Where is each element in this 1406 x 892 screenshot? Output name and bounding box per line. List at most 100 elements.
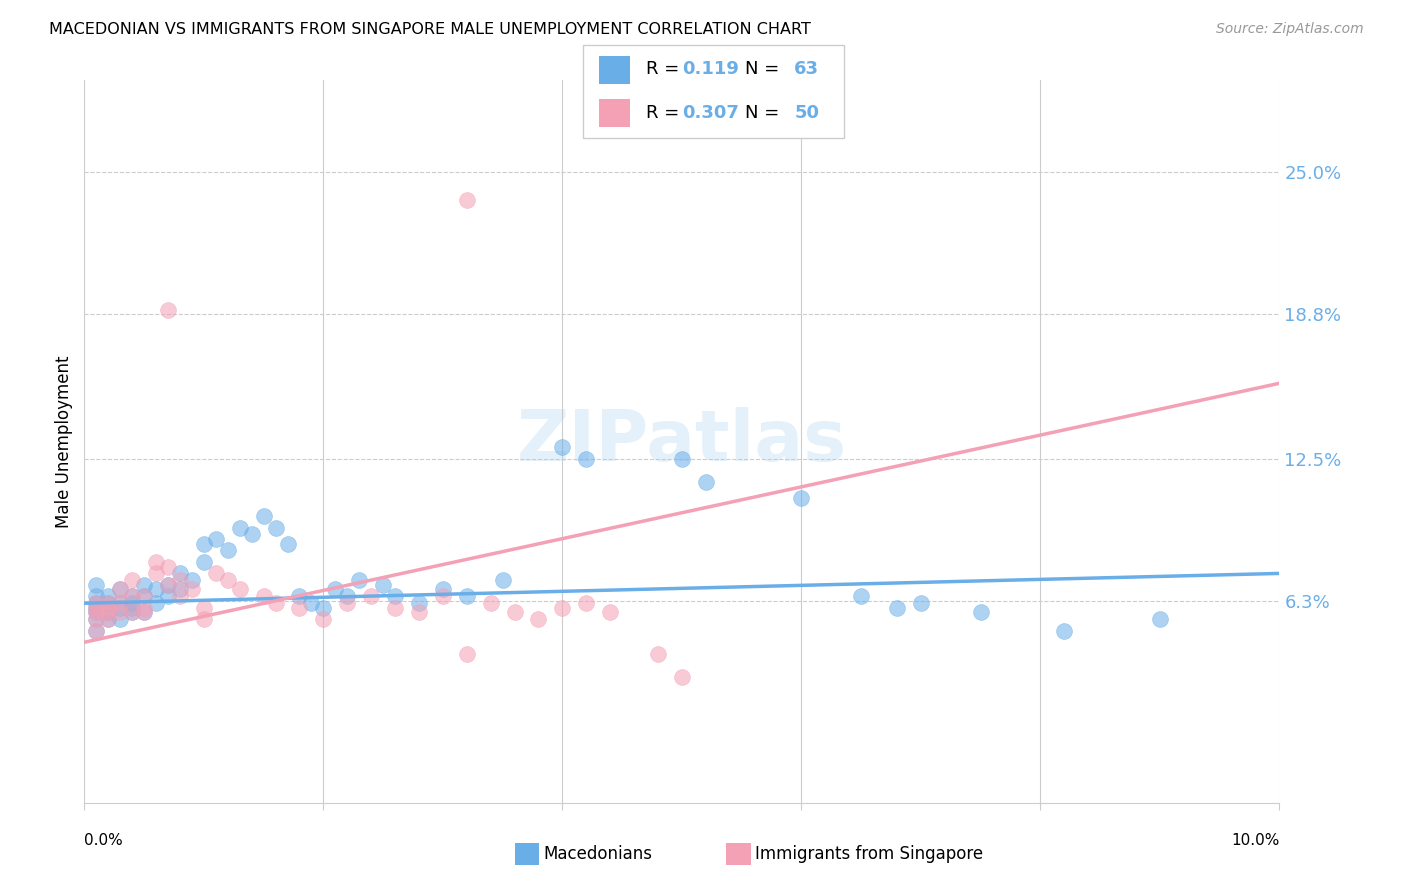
- Point: [253, 590, 276, 604]
- Point: [86, 600, 108, 615]
- Point: [288, 590, 311, 604]
- Bar: [599, 56, 630, 84]
- Point: [86, 612, 108, 626]
- Text: 10.0%: 10.0%: [1232, 833, 1279, 848]
- Text: 0.119: 0.119: [682, 61, 740, 78]
- Point: [205, 532, 228, 546]
- Point: [121, 596, 143, 610]
- Point: [97, 612, 120, 626]
- Text: ZIPatlas: ZIPatlas: [517, 407, 846, 476]
- Point: [349, 574, 371, 588]
- Bar: [599, 99, 630, 127]
- Point: [193, 600, 215, 615]
- Point: [288, 600, 311, 615]
- Point: [97, 600, 120, 615]
- Text: 63: 63: [794, 61, 820, 78]
- Point: [145, 596, 167, 610]
- Point: [336, 596, 359, 610]
- Point: [121, 600, 143, 615]
- Point: [217, 543, 239, 558]
- Point: [408, 606, 430, 620]
- Bar: [725, 843, 751, 865]
- Point: [575, 451, 598, 466]
- Point: [121, 590, 143, 604]
- Point: [193, 536, 215, 550]
- Point: [121, 606, 143, 620]
- Point: [527, 612, 550, 626]
- Point: [86, 624, 108, 638]
- Point: [492, 574, 515, 588]
- Text: N =: N =: [745, 61, 785, 78]
- Text: 0.307: 0.307: [682, 104, 740, 122]
- Point: [86, 590, 108, 604]
- Point: [86, 624, 108, 638]
- Text: Immigrants from Singapore: Immigrants from Singapore: [755, 845, 983, 863]
- Point: [86, 606, 108, 620]
- Point: [228, 520, 252, 534]
- Point: [157, 559, 180, 574]
- Point: [145, 555, 167, 569]
- Point: [1053, 624, 1076, 638]
- Point: [145, 582, 167, 597]
- Point: [110, 606, 132, 620]
- Point: [132, 606, 156, 620]
- Point: [132, 590, 156, 604]
- Point: [132, 600, 156, 615]
- Point: [121, 574, 143, 588]
- Point: [110, 600, 132, 615]
- Point: [181, 574, 204, 588]
- Text: MACEDONIAN VS IMMIGRANTS FROM SINGAPORE MALE UNEMPLOYMENT CORRELATION CHART: MACEDONIAN VS IMMIGRANTS FROM SINGAPORE …: [49, 22, 811, 37]
- Point: [851, 590, 873, 604]
- Point: [647, 647, 669, 661]
- FancyBboxPatch shape: [583, 45, 844, 138]
- Point: [132, 590, 156, 604]
- Point: [384, 590, 406, 604]
- Point: [551, 600, 574, 615]
- Bar: [515, 843, 540, 865]
- Point: [456, 647, 478, 661]
- Text: R =: R =: [645, 104, 685, 122]
- Text: Macedonians: Macedonians: [544, 845, 652, 863]
- Point: [456, 590, 478, 604]
- Point: [432, 590, 454, 604]
- Point: [145, 566, 167, 581]
- Point: [132, 606, 156, 620]
- Point: [277, 536, 299, 550]
- Point: [360, 590, 382, 604]
- Point: [169, 566, 191, 581]
- Point: [157, 578, 180, 592]
- Point: [264, 596, 287, 610]
- Point: [503, 606, 526, 620]
- Point: [86, 596, 108, 610]
- Point: [169, 590, 191, 604]
- Point: [97, 606, 120, 620]
- Point: [695, 475, 717, 489]
- Point: [157, 578, 180, 592]
- Point: [551, 440, 574, 454]
- Point: [110, 596, 132, 610]
- Text: 0.0%: 0.0%: [84, 833, 124, 848]
- Point: [205, 566, 228, 581]
- Point: [97, 606, 120, 620]
- Point: [97, 600, 120, 615]
- Point: [132, 578, 156, 592]
- Point: [110, 582, 132, 597]
- Point: [110, 596, 132, 610]
- Point: [86, 612, 108, 626]
- Point: [599, 606, 621, 620]
- Point: [121, 606, 143, 620]
- Point: [86, 578, 108, 592]
- Point: [228, 582, 252, 597]
- Point: [264, 520, 287, 534]
- Point: [97, 596, 120, 610]
- Y-axis label: Male Unemployment: Male Unemployment: [55, 355, 73, 528]
- Point: [373, 578, 395, 592]
- Point: [1149, 612, 1171, 626]
- Point: [110, 612, 132, 626]
- Point: [86, 596, 108, 610]
- Point: [97, 590, 120, 604]
- Point: [121, 590, 143, 604]
- Point: [253, 509, 276, 524]
- Point: [193, 555, 215, 569]
- Text: R =: R =: [645, 61, 685, 78]
